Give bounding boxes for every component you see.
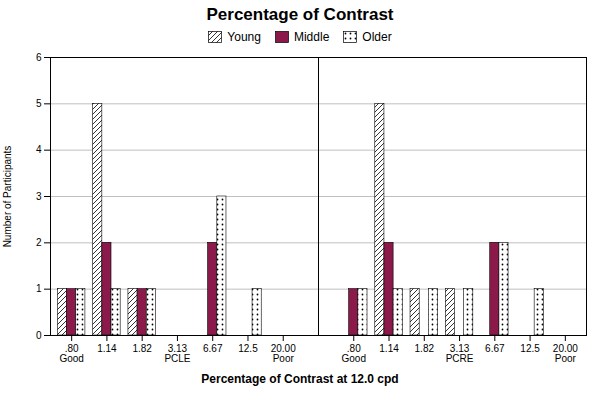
svg-text:1: 1 <box>36 283 42 294</box>
svg-text:12.5: 12.5 <box>238 343 258 354</box>
html-text:Percentage of Contrast at 12.0: Percentage of Contrast at 12.0 cpd <box>201 372 399 386</box>
svg-text:3.13PCRE: 3.13PCRE <box>446 343 474 364</box>
svg-text:6: 6 <box>36 52 42 63</box>
svg-text:4: 4 <box>36 144 42 155</box>
svg-text:12.5: 12.5 <box>520 343 540 354</box>
svg-text:20.00Poor: 20.00Poor <box>553 343 578 364</box>
svg-text:1.82: 1.82 <box>415 343 435 354</box>
svg-text:0: 0 <box>36 330 42 341</box>
html-text:Older: Older <box>362 30 392 44</box>
svg-text:6.67: 6.67 <box>485 343 505 354</box>
svg-text:2: 2 <box>36 237 42 248</box>
html-text:Percentage of Contrast: Percentage of Contrast <box>206 5 394 24</box>
html-text:Middle: Middle <box>294 30 330 44</box>
svg-text:.80Good: .80Good <box>342 343 366 364</box>
html-text:Young: Young <box>227 30 261 44</box>
svg-text:3.13PCLE: 3.13PCLE <box>164 343 190 364</box>
svg-text:1.14: 1.14 <box>379 343 399 354</box>
svg-text:20.00Poor: 20.00Poor <box>271 343 296 364</box>
svg-text:Number of Participants: Number of Participants <box>2 146 13 248</box>
svg-text:6.67: 6.67 <box>203 343 223 354</box>
svg-text:1.14: 1.14 <box>97 343 117 354</box>
svg-text:5: 5 <box>36 98 42 109</box>
svg-text:.80Good: .80Good <box>59 343 83 364</box>
svg-text:1.82: 1.82 <box>132 343 152 354</box>
svg-text:3: 3 <box>36 191 42 202</box>
